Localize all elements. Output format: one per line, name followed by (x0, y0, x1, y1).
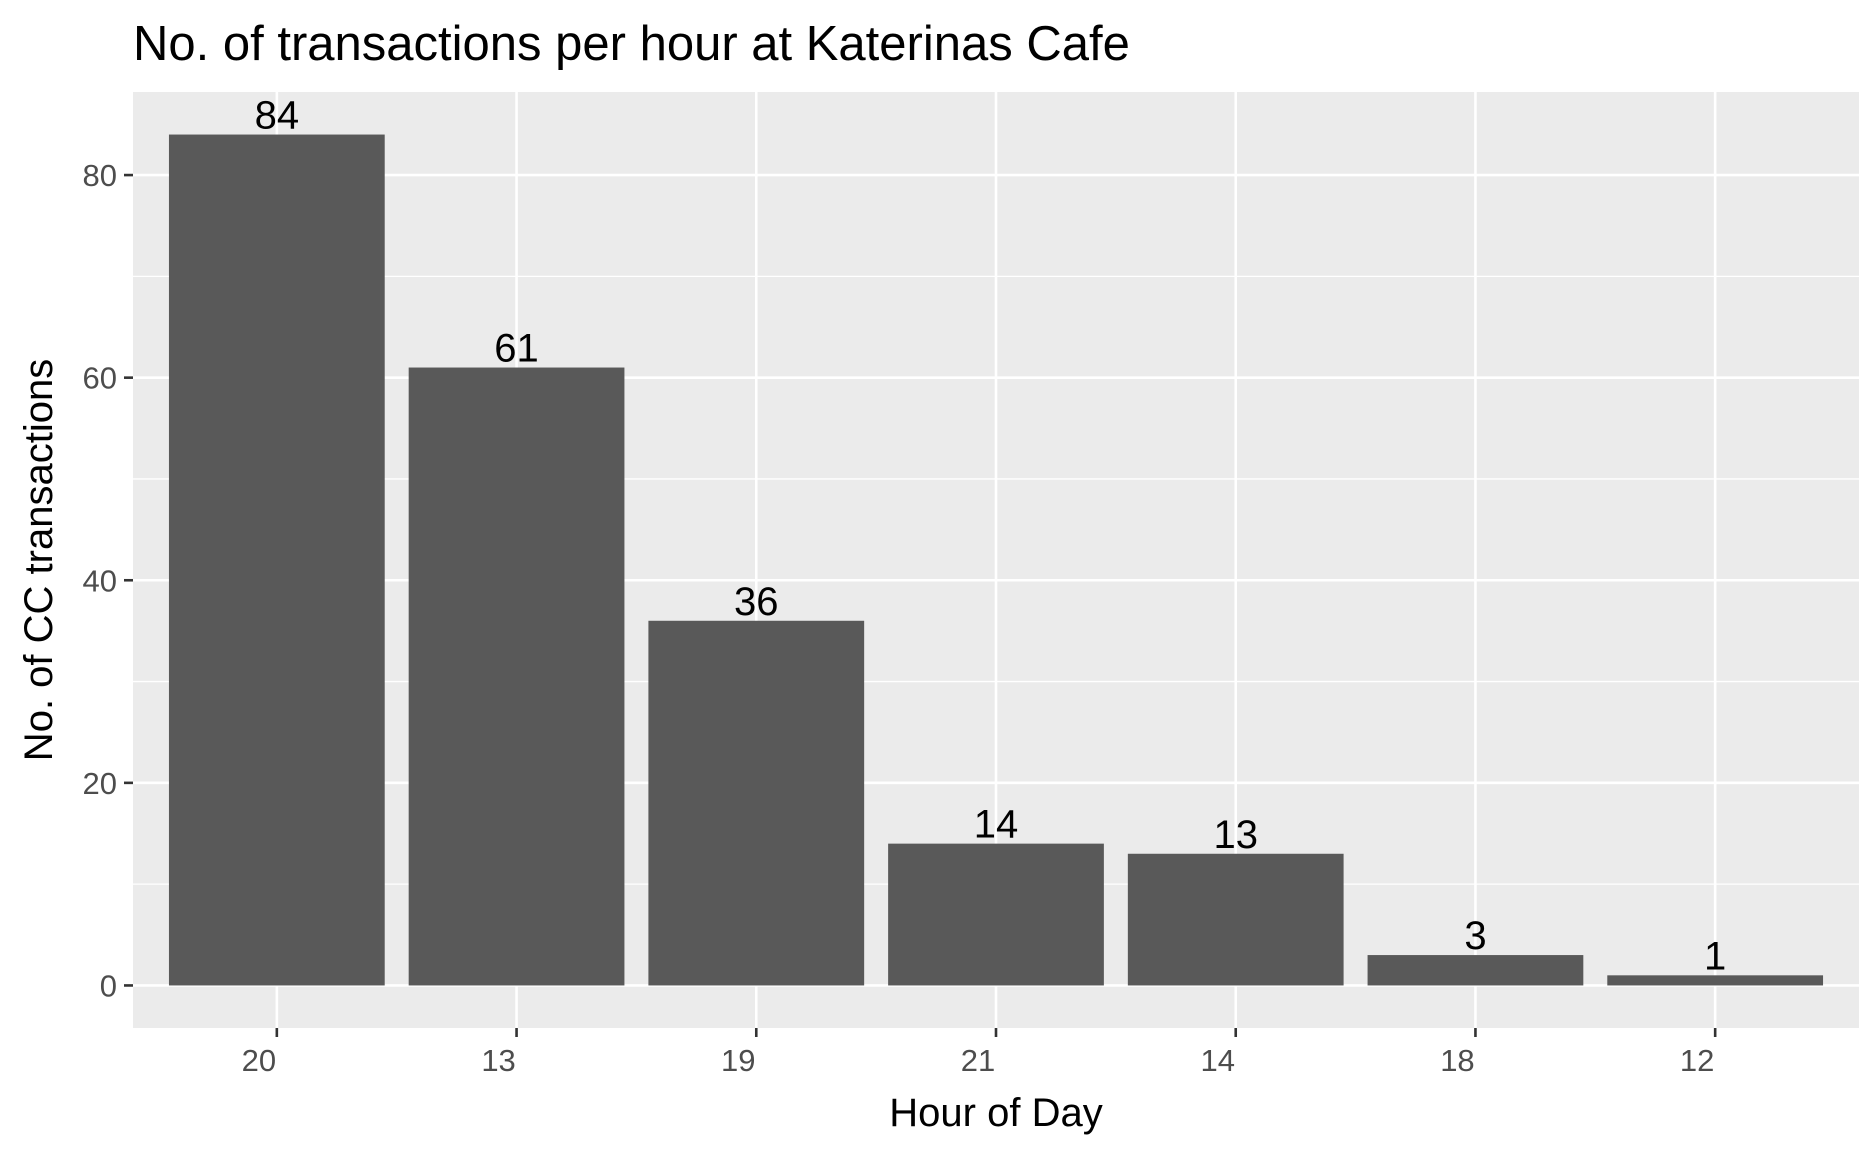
bar-19 (648, 620, 865, 986)
data-label-19: 36 (734, 580, 779, 624)
chart-title: No. of transactions per hour at Katerina… (133, 17, 1130, 71)
x-tick-label: 13 (481, 1043, 515, 1078)
data-label-21: 14 (974, 803, 1019, 847)
x-tick-label: 12 (1680, 1043, 1714, 1078)
y-tick-label: 60 (83, 361, 117, 396)
x-tick-label: 14 (1200, 1043, 1234, 1078)
bar-18 (1367, 955, 1584, 986)
x-tick-label: 20 (242, 1043, 276, 1078)
y-axis: 0 20 40 60 80 (83, 158, 133, 1003)
y-tick-label: 40 (83, 563, 117, 598)
data-label-12: 1 (1704, 934, 1726, 978)
bar-14 (1127, 853, 1344, 986)
bars (168, 134, 1824, 986)
data-label-20: 84 (255, 94, 300, 138)
y-axis-title: No. of CC transactions (17, 359, 61, 761)
x-tick-label: 18 (1440, 1043, 1474, 1078)
bar-13 (408, 367, 625, 986)
data-label-13: 61 (494, 327, 539, 371)
x-axis-title: Hour of Day (889, 1091, 1102, 1135)
bar-12 (1607, 975, 1824, 986)
data-labels: 84 61 36 14 13 3 1 (255, 94, 1727, 979)
data-label-14: 13 (1213, 813, 1258, 857)
bar-21 (888, 843, 1104, 986)
x-axis: 20 13 19 21 14 18 12 (242, 1028, 1717, 1078)
x-tick-label: 21 (961, 1043, 995, 1078)
data-label-18: 3 (1464, 914, 1486, 958)
bar-20 (168, 134, 385, 986)
x-tick-label: 19 (721, 1043, 755, 1078)
y-tick-label: 20 (83, 766, 117, 801)
y-tick-label: 0 (100, 968, 117, 1003)
y-tick-label: 80 (83, 158, 117, 193)
